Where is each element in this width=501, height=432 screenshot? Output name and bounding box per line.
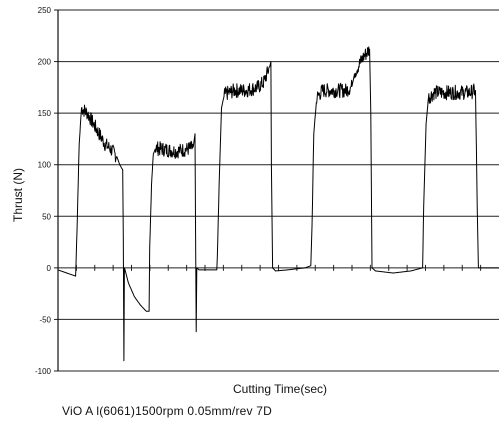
y-tick-label: 200 xyxy=(38,58,52,67)
y-axis-ticks: -100 -50 0 50 100 150 200 250 xyxy=(35,6,58,376)
x-axis-label: Cutting Time(sec) xyxy=(233,382,327,396)
y-tick-label: -50 xyxy=(39,315,51,324)
chart-caption: ViO A l(6061)1500rpm 0.05mm/rev 7D xyxy=(62,404,273,418)
y-tick-label: 50 xyxy=(42,212,51,221)
x-axis-ticks xyxy=(75,264,482,271)
series-line xyxy=(57,46,500,362)
y-tick-label: -100 xyxy=(35,367,52,376)
y-tick-label: 0 xyxy=(47,264,52,273)
y-tick-label: 100 xyxy=(38,161,52,170)
y-tick-label: 150 xyxy=(38,109,52,118)
y-tick-label: 250 xyxy=(38,6,52,15)
series-group xyxy=(57,46,500,362)
y-axis-label: Thrust (N) xyxy=(11,168,25,222)
